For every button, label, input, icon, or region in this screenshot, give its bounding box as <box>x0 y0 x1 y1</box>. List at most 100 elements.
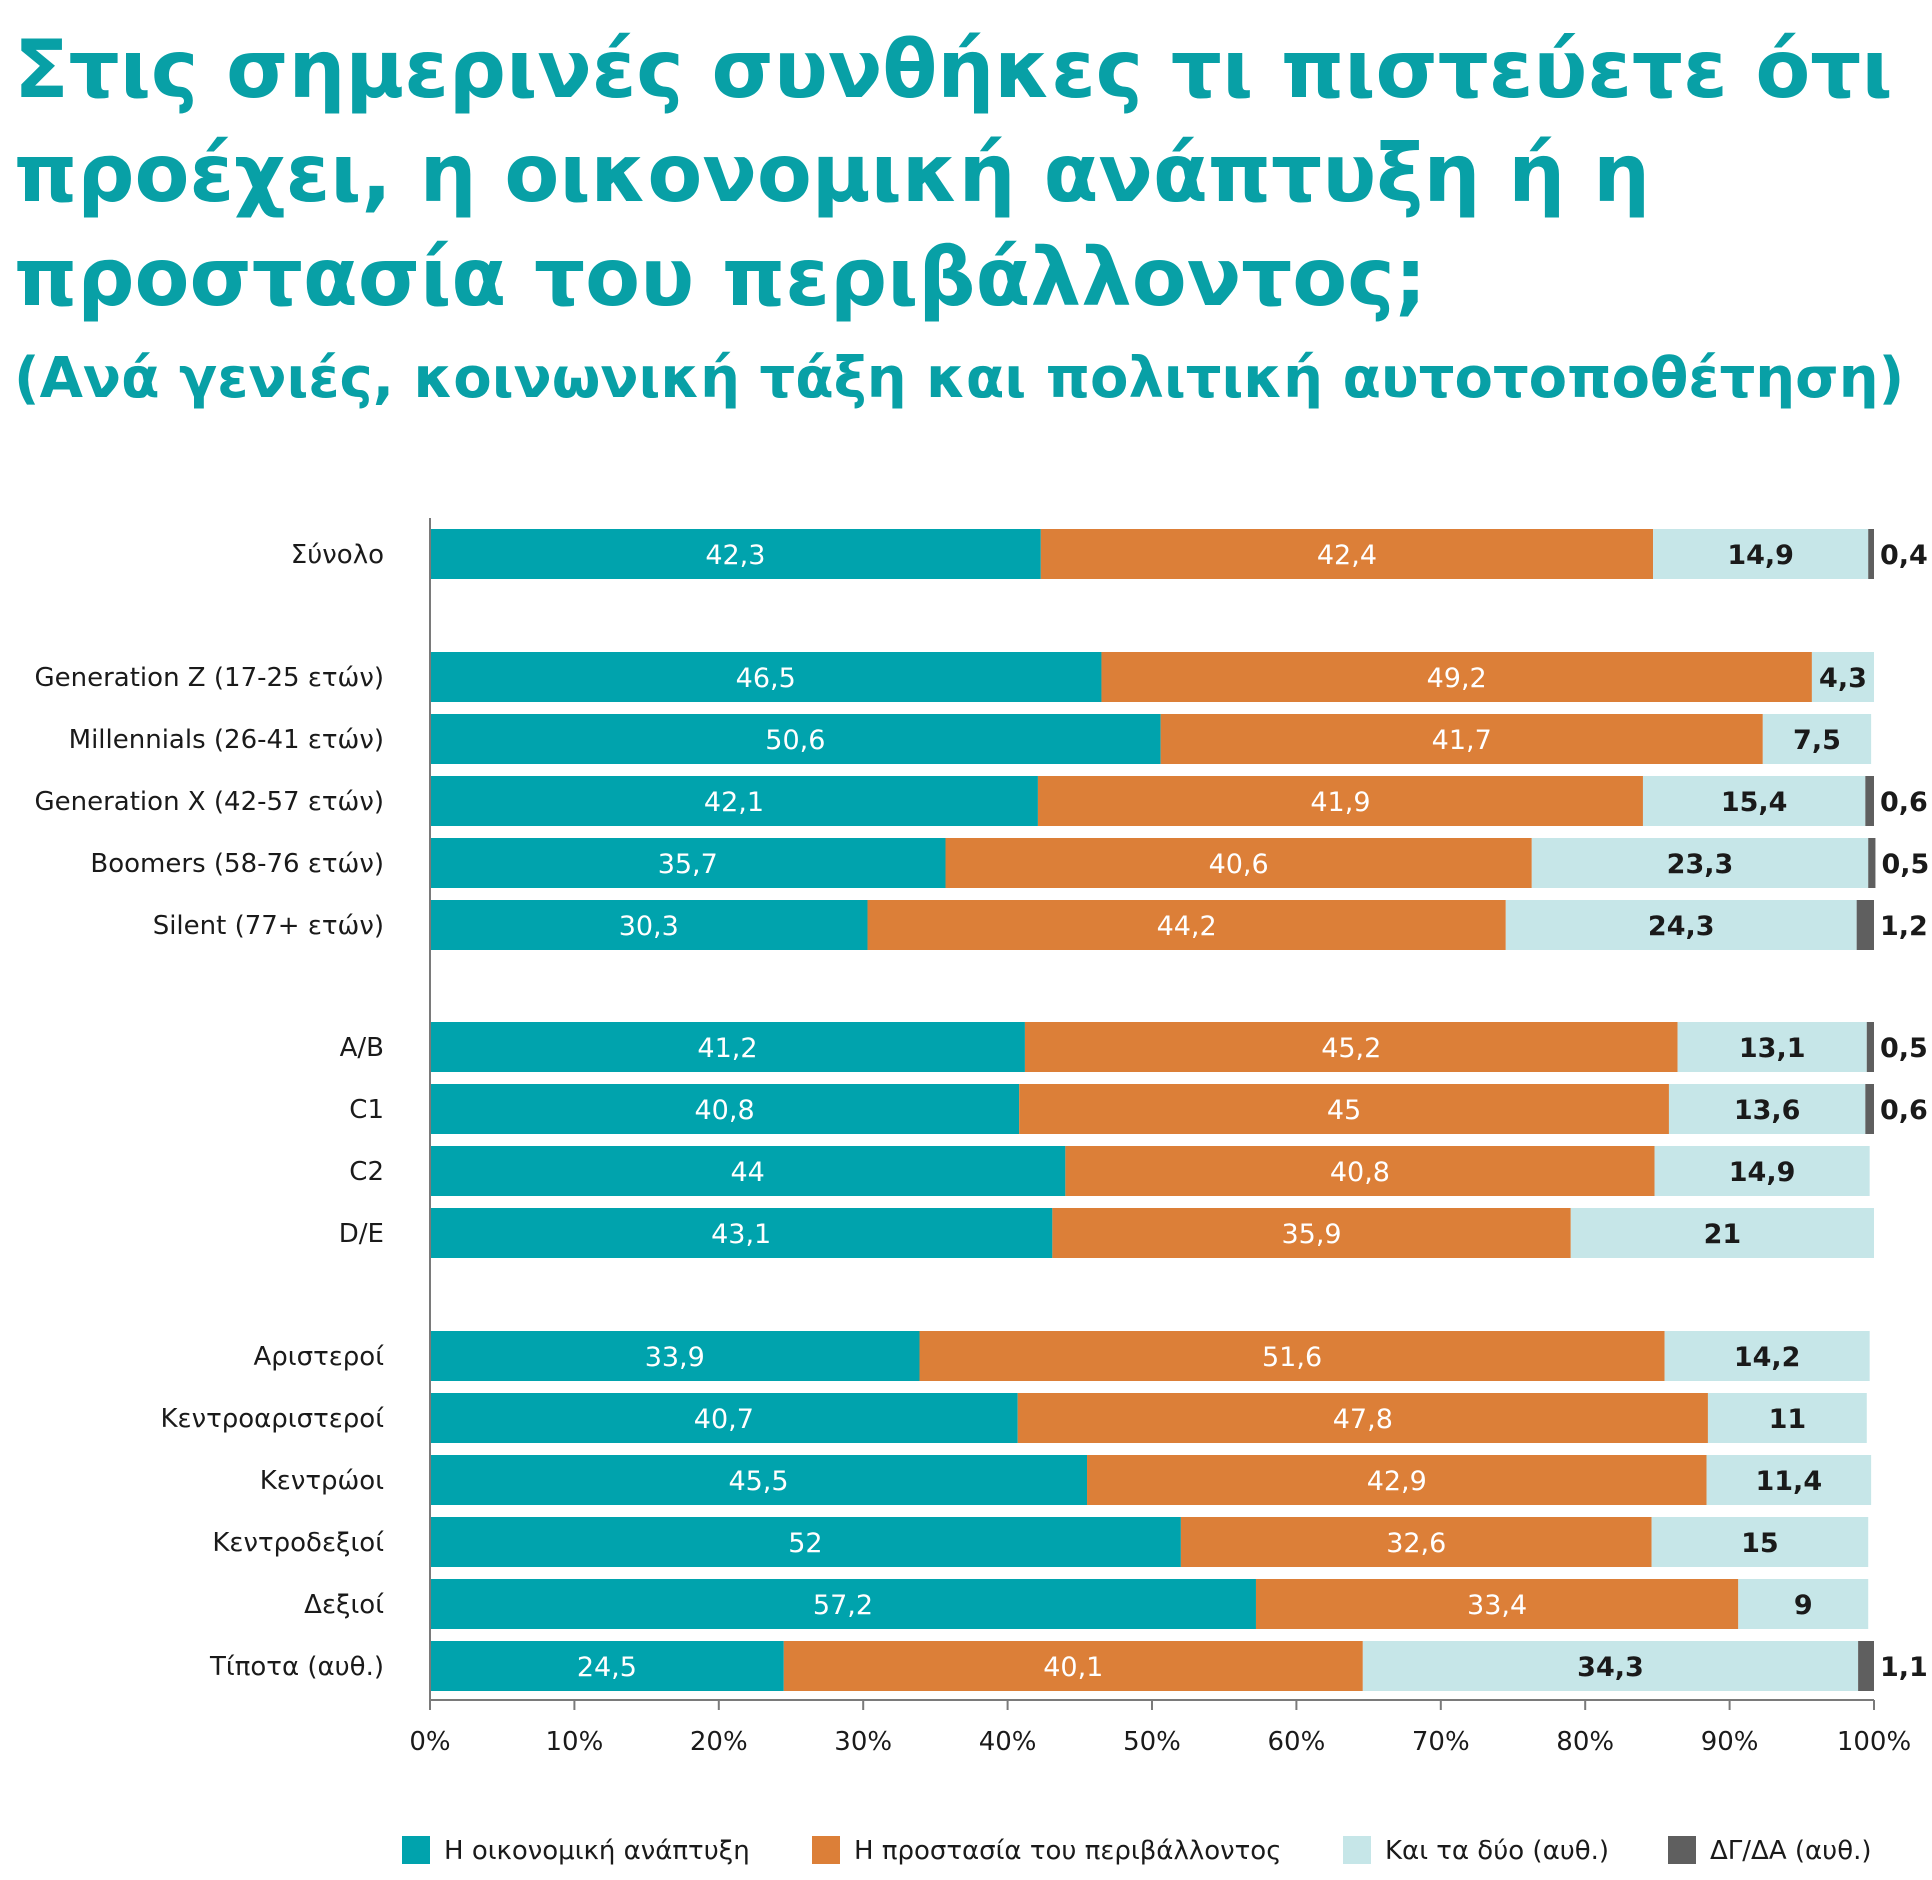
bar-segment <box>1651 1517 1869 1567</box>
legend-swatch <box>1668 1836 1696 1864</box>
x-tick-label: 60% <box>1268 1727 1326 1757</box>
x-tick-label: 20% <box>690 1727 748 1757</box>
category-label: D/E <box>339 1219 384 1249</box>
data-label: 40,1 <box>1043 1652 1103 1683</box>
bar-segment <box>1868 529 1874 579</box>
bar-segment <box>430 1641 784 1691</box>
data-label: 15 <box>1741 1528 1779 1559</box>
data-label: 40,8 <box>1330 1157 1390 1188</box>
data-label: 41,9 <box>1310 787 1370 818</box>
bar-segment <box>430 1393 1018 1443</box>
data-label: 42,9 <box>1367 1466 1427 1497</box>
x-tick-label: 80% <box>1556 1727 1614 1757</box>
data-label: 0,5 <box>1881 849 1929 880</box>
bar-segment <box>1677 1022 1867 1072</box>
x-tick-label: 70% <box>1412 1727 1470 1757</box>
bar-segment <box>1052 1208 1571 1258</box>
bar-segment <box>867 900 1506 950</box>
data-label: 51,6 <box>1262 1342 1322 1373</box>
data-label: 35,7 <box>658 849 718 880</box>
x-axis: 0% 10% 20% 30% 40% 50% 60% 70% 80% 90% 100% <box>409 518 1911 1757</box>
bar-segment <box>430 1146 1066 1196</box>
data-label: 15,4 <box>1721 787 1788 818</box>
category-label: Σύνολο <box>291 540 384 570</box>
bar-segment <box>430 1579 1256 1629</box>
data-label: 49,2 <box>1427 663 1487 694</box>
legend-swatch <box>402 1836 430 1864</box>
category-labels-layer: Σύνολο Generation Z (17-25 ετών) Millennia… <box>35 540 385 1682</box>
data-label: 41,7 <box>1432 725 1492 756</box>
bar-segment <box>1362 1641 1859 1691</box>
data-label: 52 <box>788 1528 822 1559</box>
bar-segment <box>1570 1208 1874 1258</box>
bar-segment <box>1868 838 1876 888</box>
bar-segment <box>1087 1455 1707 1505</box>
data-label: 14,9 <box>1729 1157 1796 1188</box>
data-label: 32,6 <box>1386 1528 1446 1559</box>
bar-segment <box>1664 1331 1870 1381</box>
bars-layer <box>430 529 1876 1691</box>
bar-segment <box>1858 1641 1874 1691</box>
bar-segment <box>1017 1393 1708 1443</box>
legend-swatch <box>812 1836 840 1864</box>
bar-segment <box>1811 652 1874 702</box>
bar-segment <box>1019 1084 1669 1134</box>
category-label: Millennials (26-41 ετών) <box>69 725 384 755</box>
bar-segment <box>1762 714 1872 764</box>
bar-segment <box>1065 1146 1655 1196</box>
x-tick-label: 100% <box>1837 1727 1911 1757</box>
bar-segment <box>1668 1084 1866 1134</box>
bar-segment <box>430 776 1038 826</box>
x-tick-label: 0% <box>409 1727 450 1757</box>
bar-segment <box>1101 652 1812 702</box>
bar-segment <box>1654 1146 1870 1196</box>
data-label: 47,8 <box>1333 1404 1393 1435</box>
data-label: 0,6 <box>1880 787 1928 818</box>
data-label: 21 <box>1704 1219 1742 1250</box>
legend-label: ΔΓ/ΔΑ (αυθ.) <box>1710 1836 1872 1866</box>
category-label: C1 <box>349 1095 384 1125</box>
data-label: 23,3 <box>1667 849 1734 880</box>
data-label: 40,8 <box>695 1095 755 1126</box>
category-label: Generation Z (17-25 ετών) <box>35 663 385 693</box>
bar-segment <box>430 652 1102 702</box>
data-label: 45,5 <box>728 1466 788 1497</box>
data-label: 35,9 <box>1281 1219 1341 1250</box>
data-label: 33,4 <box>1467 1590 1527 1621</box>
category-label: Δεξιοί <box>304 1590 384 1620</box>
bar-segment <box>1738 1579 1869 1629</box>
legend: Η οικονομική ανάπτυξη Η προστασία του περ… <box>402 1836 1872 1866</box>
bar-segment <box>1037 776 1643 826</box>
data-label: 45 <box>1327 1095 1361 1126</box>
data-label: 30,3 <box>619 911 679 942</box>
category-label: Boomers (58-76 ετών) <box>90 849 384 879</box>
data-label: 44 <box>731 1157 765 1188</box>
bar-segment <box>1531 838 1869 888</box>
data-label: 0,5 <box>1880 1033 1928 1064</box>
data-label: 40,7 <box>694 1404 754 1435</box>
data-label: 42,3 <box>705 540 765 571</box>
bar-segment <box>430 1022 1025 1072</box>
bar-segment <box>1856 900 1874 950</box>
bar-segment <box>430 714 1161 764</box>
bar-segment <box>430 900 868 950</box>
bar-segment <box>1024 1022 1678 1072</box>
bar-segment <box>1642 776 1866 826</box>
bar-segment <box>1706 1455 1872 1505</box>
category-label: Κεντροαριστεροί <box>160 1404 384 1434</box>
bar-segment <box>945 838 1532 888</box>
category-label: Κεντρώοι <box>260 1466 384 1496</box>
bar-segment <box>1160 714 1763 764</box>
bar-segment <box>430 1455 1088 1505</box>
data-label: 44,2 <box>1157 911 1217 942</box>
data-label: 40,6 <box>1209 849 1269 880</box>
data-label: 33,9 <box>645 1342 705 1373</box>
bar-segment <box>1865 776 1874 826</box>
data-label: 7,5 <box>1793 725 1841 756</box>
data-label: 42,1 <box>704 787 764 818</box>
x-tick-label: 50% <box>1123 1727 1181 1757</box>
bar-segment <box>1180 1517 1652 1567</box>
bar-segment <box>1707 1393 1867 1443</box>
data-label: 24,3 <box>1648 911 1715 942</box>
